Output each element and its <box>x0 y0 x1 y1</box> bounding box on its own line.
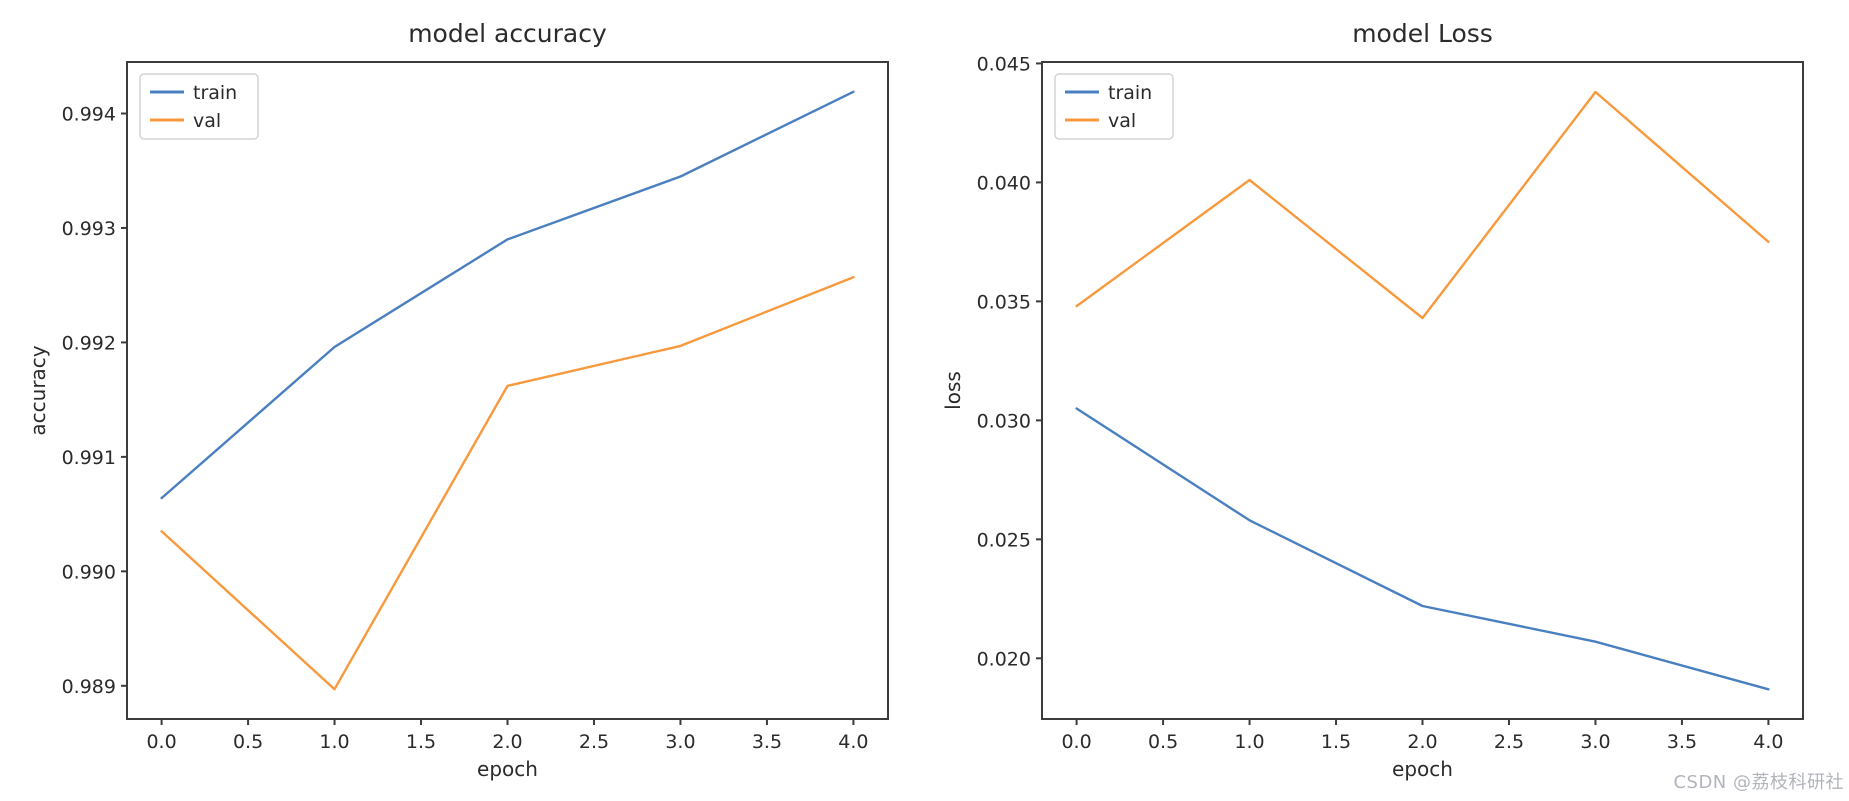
accuracy-chart-ylabel: accuracy <box>26 345 50 435</box>
y-tick-label: 0.025 <box>977 529 1031 551</box>
x-tick-label: 3.5 <box>752 731 782 753</box>
y-tick-label: 0.992 <box>62 332 116 354</box>
loss-chart-legend: train val <box>1054 73 1174 140</box>
watermark: CSDN @荔枝科研社 <box>1673 772 1844 793</box>
x-tick-label: 0.5 <box>233 731 263 753</box>
y-tick-label: 0.993 <box>62 218 116 240</box>
accuracy-chart-legend: train val <box>139 73 259 140</box>
legend-train-label: train <box>193 82 237 104</box>
accuracy-chart: model accuracy 0.0 0.5 1.0 1.5 2.0 2.5 3.0 3.5 4.… <box>26 19 889 781</box>
x-tick-label: 0.0 <box>146 731 176 753</box>
x-tick-label: 3.0 <box>1580 731 1610 753</box>
loss-chart-ylabel: loss <box>941 371 965 410</box>
accuracy-chart-val-line <box>160 276 855 691</box>
x-tick-label: 2.0 <box>492 731 522 753</box>
y-tick-label: 0.991 <box>62 447 116 469</box>
legend-box <box>1054 73 1174 140</box>
loss-chart-train-line <box>1075 407 1770 691</box>
legend-box <box>139 73 259 140</box>
legend-val-label: val <box>193 110 221 132</box>
x-tick-label: 1.5 <box>1321 731 1351 753</box>
accuracy-chart-xlabel: epoch <box>477 757 538 781</box>
y-tick-label: 0.994 <box>62 104 116 126</box>
accuracy-chart-axes-box <box>126 61 889 720</box>
accuracy-chart-title: model accuracy <box>408 19 607 48</box>
loss-chart: model Loss 0.0 0.5 1.0 1.5 2.0 2.5 3.0 3.5 4.0 0.0… <box>941 19 1804 781</box>
y-tick-label: 0.020 <box>977 648 1031 670</box>
legend-train-label: train <box>1108 82 1152 104</box>
loss-chart-title: model Loss <box>1352 19 1493 48</box>
x-tick-label: 3.5 <box>1667 731 1697 753</box>
y-tick-label: 0.990 <box>62 561 116 583</box>
loss-chart-axes-box <box>1041 61 1804 720</box>
x-tick-label: 4.0 <box>838 731 868 753</box>
x-tick-label: 3.0 <box>665 731 695 753</box>
x-tick-label: 0.5 <box>1148 731 1178 753</box>
x-tick-label: 2.0 <box>1407 731 1437 753</box>
y-tick-label: 0.045 <box>977 53 1031 75</box>
loss-chart-xlabel: epoch <box>1392 757 1453 781</box>
y-tick-label: 0.030 <box>977 410 1031 432</box>
x-tick-label: 1.0 <box>1234 731 1264 753</box>
y-tick-label: 0.035 <box>977 291 1031 313</box>
x-tick-label: 1.5 <box>406 731 436 753</box>
loss-chart-val-line <box>1075 90 1770 320</box>
x-tick-label: 4.0 <box>1753 731 1783 753</box>
y-tick-label: 0.040 <box>977 172 1031 194</box>
x-tick-label: 2.5 <box>579 731 609 753</box>
legend-val-label: val <box>1108 110 1136 132</box>
y-tick-label: 0.989 <box>62 676 116 698</box>
x-tick-label: 0.0 <box>1061 731 1091 753</box>
x-tick-label: 1.0 <box>319 731 349 753</box>
x-tick-label: 2.5 <box>1494 731 1524 753</box>
accuracy-chart-train-line <box>160 90 855 500</box>
